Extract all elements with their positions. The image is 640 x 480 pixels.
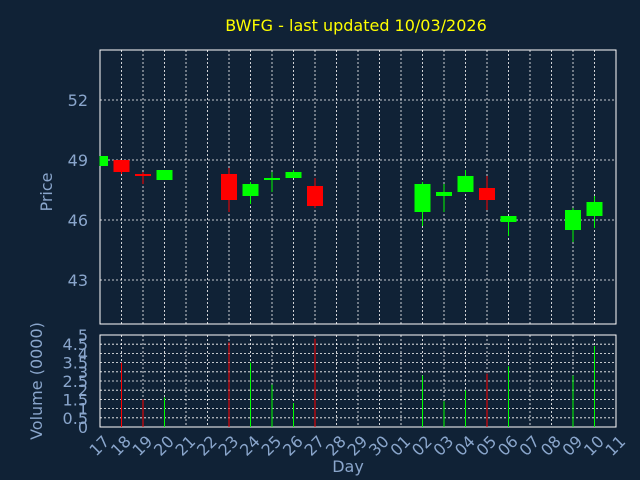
volume-tick-label: 1 xyxy=(78,400,88,419)
candle-body xyxy=(264,178,280,180)
x-tick-labels: 1718192021222324252627282930010203040506… xyxy=(85,432,629,460)
chart-title: BWFG - last updated 10/03/2026 xyxy=(225,16,487,35)
candle-body xyxy=(100,156,108,166)
volume-tick-label: 0.5 xyxy=(63,409,88,428)
candle-body xyxy=(479,188,495,200)
candle-body xyxy=(307,186,323,206)
x-axis-label: Day xyxy=(332,457,364,476)
candle-body xyxy=(221,174,237,200)
candle-body xyxy=(565,210,581,230)
price-axis-label: Price xyxy=(37,172,56,211)
volume-series xyxy=(121,338,595,427)
volume-tick-label: 5 xyxy=(78,326,88,345)
volume-tick-label: 0 xyxy=(78,418,88,437)
volume-tick-label: 1.5 xyxy=(63,390,88,409)
candle-body xyxy=(586,202,603,216)
candle-body xyxy=(414,184,431,212)
volume-tick-label: 4 xyxy=(78,344,88,363)
candlestick-series xyxy=(99,156,603,242)
candle-body xyxy=(242,184,259,196)
price-tick-label: 49 xyxy=(68,151,88,170)
price-tick-label: 43 xyxy=(68,271,88,290)
price-tick-labels: 43 46 49 52 xyxy=(68,91,88,290)
volume-tick-label: 3 xyxy=(78,363,88,382)
price-tick-label: 52 xyxy=(68,91,88,110)
candle-body xyxy=(457,176,474,192)
volume-tick-label: 2 xyxy=(78,381,88,400)
candle-body xyxy=(156,170,173,180)
candle-body xyxy=(436,192,452,196)
candle-body xyxy=(285,172,302,178)
volume-tick-label: 3.5 xyxy=(63,354,88,373)
volume-axis-label: Volume (0000) xyxy=(27,322,46,440)
price-tick-label: 46 xyxy=(68,211,88,230)
volume-tick-labels: 00.511.522.533.544.55 xyxy=(63,326,88,437)
candle-body xyxy=(135,174,151,176)
volume-tick-label: 2.5 xyxy=(63,372,88,391)
candle-body xyxy=(113,160,130,172)
volume-tick-label: 4.5 xyxy=(63,335,88,354)
candle-body xyxy=(500,216,517,222)
